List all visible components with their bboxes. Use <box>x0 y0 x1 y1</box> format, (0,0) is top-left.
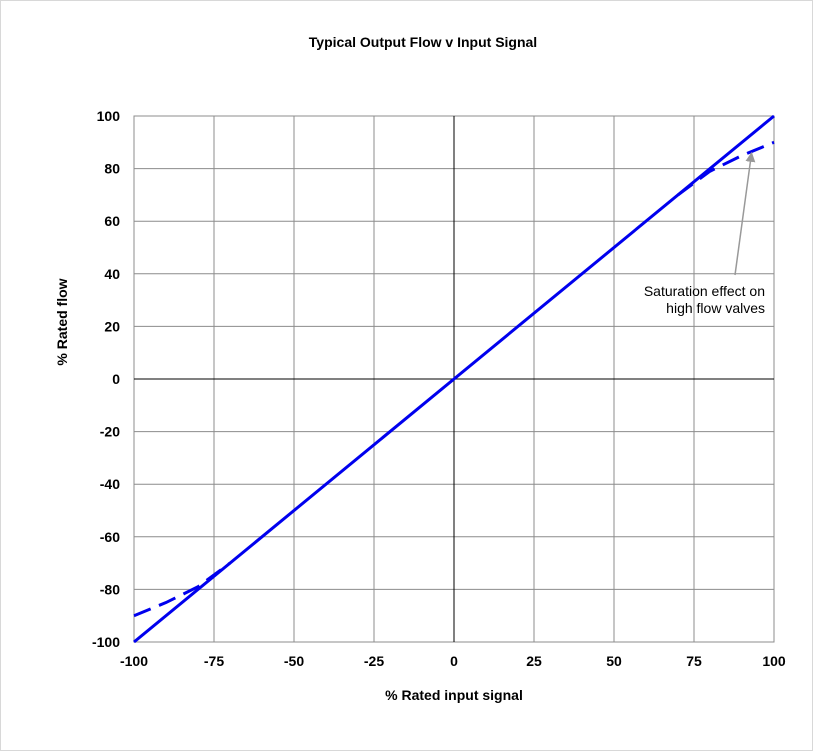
annotation-line: Saturation effect on <box>644 283 765 299</box>
series-group <box>133 114 775 644</box>
y-tick-label: -100 <box>92 634 120 650</box>
x-tick-label: 50 <box>606 653 622 669</box>
y-tick-label: 60 <box>104 213 120 229</box>
annotation-arrow <box>734 151 756 276</box>
y-tick-label: -80 <box>100 581 120 597</box>
annotation-text: Saturation effect on high flow valves <box>644 283 765 316</box>
y-tick-label: -20 <box>100 424 120 440</box>
y-tick-labels: -100 -80 -60 -40 -20 0 20 40 60 80 100 <box>92 108 120 650</box>
y-tick-label: 20 <box>104 318 120 334</box>
annotations: Saturation effect on high flow valves <box>644 151 765 316</box>
annotation-line: high flow valves <box>666 300 765 316</box>
y-tick-label: 40 <box>104 266 120 282</box>
saturation-curve-lower <box>133 561 231 618</box>
saturation-curve-upper <box>677 140 775 197</box>
x-tick-labels: -100 -75 -50 -25 0 25 50 75 100 <box>120 653 786 669</box>
x-tick-label: -50 <box>284 653 304 669</box>
y-tick-label: -60 <box>100 529 120 545</box>
linear-flow-line <box>133 114 775 644</box>
chart-title: Typical Output Flow v Input Signal <box>309 34 537 50</box>
x-tick-label: -100 <box>120 653 148 669</box>
x-tick-label: 25 <box>526 653 542 669</box>
y-tick-label: 100 <box>97 108 121 124</box>
x-axis-title: % Rated input signal <box>385 687 523 703</box>
y-tick-label: 80 <box>104 161 120 177</box>
x-tick-label: 0 <box>450 653 458 669</box>
x-tick-label: -25 <box>364 653 384 669</box>
y-tick-label: -40 <box>100 476 120 492</box>
x-tick-label: 75 <box>686 653 702 669</box>
x-tick-label: 100 <box>762 653 786 669</box>
x-tick-label: -75 <box>204 653 224 669</box>
y-tick-label: 0 <box>112 371 120 387</box>
y-axis-title: % Rated flow <box>54 278 70 365</box>
